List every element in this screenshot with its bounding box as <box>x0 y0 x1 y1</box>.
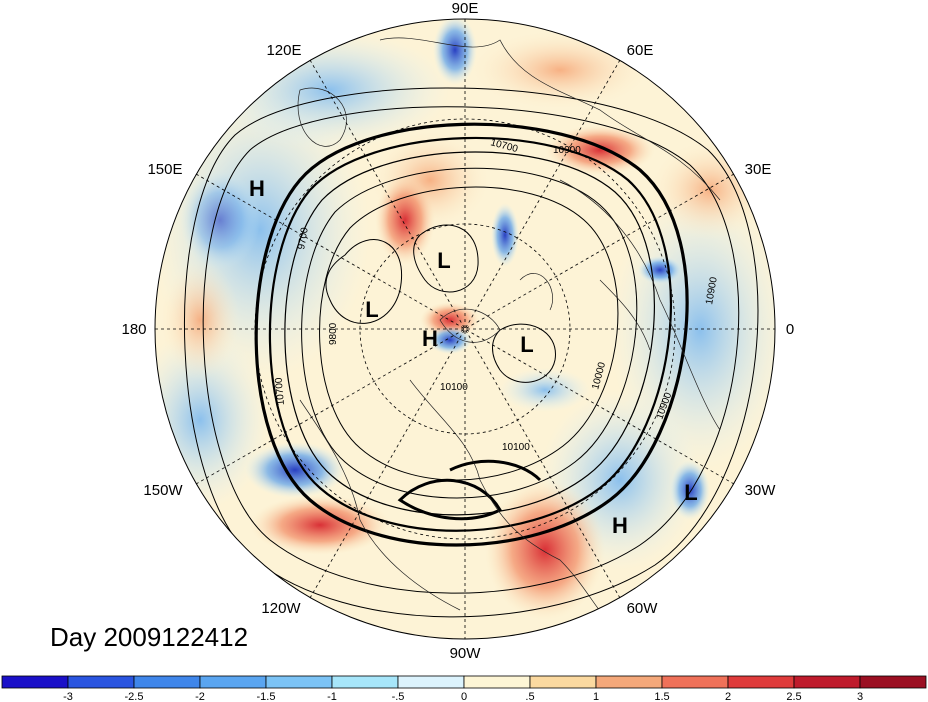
high-pressure-label: H <box>422 326 438 351</box>
low-pressure-label: L <box>684 480 697 505</box>
lon-label-60w: 60W <box>627 600 659 617</box>
colorbar-swatch <box>661 675 729 689</box>
colorbar-swatch <box>67 675 135 689</box>
lon-label-120e: 120E <box>266 42 301 59</box>
colorbar-tick-label: -.5 <box>392 691 405 702</box>
lon-label-60e: 60E <box>627 42 654 59</box>
colorbar-tick-label: 3 <box>857 691 863 702</box>
low-pressure-label: L <box>365 297 378 322</box>
contour-label: 10100 <box>440 382 468 393</box>
colorbar-tick-label: 1 <box>593 691 599 702</box>
contour-label: 10700 <box>274 377 287 406</box>
low-pressure-label: L <box>437 248 450 273</box>
contour-label: 10100 <box>502 442 530 453</box>
colorbar-swatch <box>595 675 663 689</box>
lon-label-90w: 90W <box>450 645 482 662</box>
high-pressure-label: H <box>249 176 265 201</box>
lon-label-30w: 30W <box>745 482 777 499</box>
colorbar-swatch <box>265 675 333 689</box>
pressure-centers: H L L H L L H <box>249 176 698 538</box>
colorbar-tick-label: -1 <box>327 691 337 702</box>
colorbar-swatch <box>397 675 465 689</box>
colorbar-swatch <box>463 675 531 689</box>
colorbar-swatch <box>859 675 927 689</box>
colorbar-swatch <box>727 675 795 689</box>
contour-label: 10900 <box>704 276 720 306</box>
colorbar-swatch <box>331 675 399 689</box>
colorbar-tick-label: -2 <box>195 691 205 702</box>
colorbar-tick-label: -3 <box>63 691 73 702</box>
colorbar-swatch <box>529 675 597 689</box>
colorbar-swatch <box>199 675 267 689</box>
colorbar-tick-label: .5 <box>525 691 534 702</box>
colorbar-tick-label: -2.5 <box>125 691 144 702</box>
colorbar-swatch <box>133 675 201 689</box>
colorbar: -3 -2.5 -2 -1.5 -1 -.5 0 .5 1 1.5 2 2.5 3 <box>1 675 927 702</box>
lon-label-180: 180 <box>121 321 146 338</box>
lon-label-120w: 120W <box>261 600 301 617</box>
lon-label-150w: 150W <box>143 482 183 499</box>
lon-label-30e: 30E <box>745 161 772 178</box>
graticule <box>155 19 775 639</box>
colorbar-swatch <box>1 675 69 689</box>
contour-label: 9700 <box>296 226 311 250</box>
day-label: Day 2009122412 <box>50 622 248 652</box>
contour-label: 10900 <box>553 145 581 156</box>
lon-label-0: 0 <box>786 321 794 338</box>
contour-label: 9800 <box>328 322 339 345</box>
colorbar-tick-label: 0 <box>461 691 467 702</box>
high-pressure-label: H <box>612 513 628 538</box>
colorbar-tick-label: 2.5 <box>786 691 801 702</box>
colorbar-tick-label: 2 <box>725 691 731 702</box>
low-pressure-label: L <box>520 332 533 357</box>
colorbar-swatch <box>793 675 861 689</box>
lon-label-150e: 150E <box>147 161 182 178</box>
longitude-labels: 90E 60E 30E 0 30W 60W 90W 120W 150W 180 … <box>121 0 794 662</box>
lon-label-90e: 90E <box>452 0 479 17</box>
colorbar-tick-label: -1.5 <box>257 691 276 702</box>
colorbar-tick-label: 1.5 <box>654 691 669 702</box>
coastlines <box>297 37 721 631</box>
height-contours <box>184 87 759 618</box>
